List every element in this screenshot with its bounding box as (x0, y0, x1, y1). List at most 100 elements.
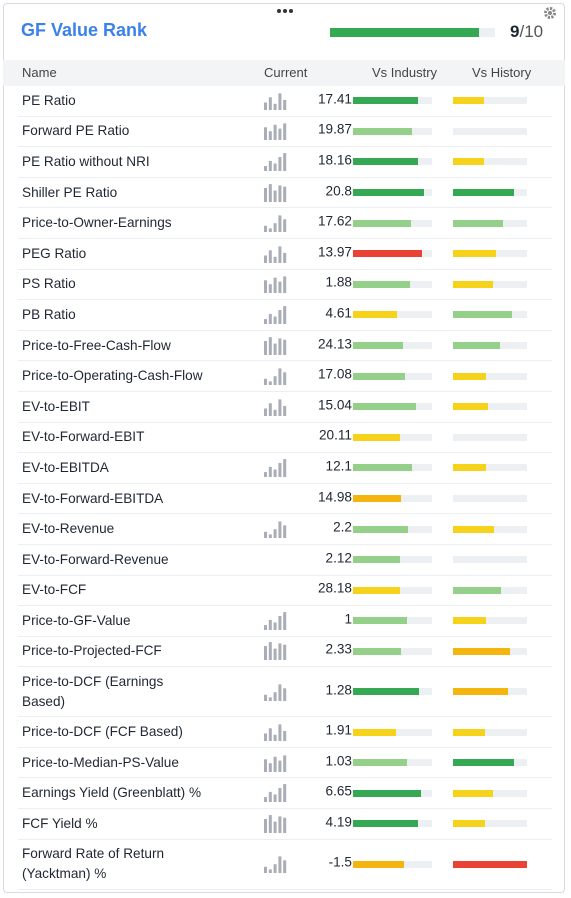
rank-fill (353, 728, 396, 736)
rank-fill (453, 647, 510, 655)
rank-fill (453, 372, 487, 380)
mini-chart-icon[interactable] (264, 336, 288, 355)
mini-chart-icon[interactable] (264, 459, 288, 477)
rank-fill (453, 311, 513, 319)
table-body: PE Ratio 17.41 Forward PE Ratio 19.87 PE Rat… (0, 86, 571, 890)
metric-name: Price-to-Operating-Cash-Flow (22, 368, 203, 384)
rank-track (453, 433, 527, 441)
rank-fill (353, 860, 405, 868)
mini-chart-icon[interactable] (264, 153, 288, 171)
table-row: Price-to-Free-Cash-Flow 24.13 (18, 331, 552, 362)
current-value: 20.8 (325, 183, 352, 199)
table-row: EV-to-EBIT 15.04 (18, 392, 552, 423)
rank-fill (330, 28, 479, 37)
rank-fill (353, 127, 413, 135)
metric-name: Forward PE Ratio (22, 123, 130, 139)
metric-name: Price-to-Projected-FCF (22, 643, 162, 659)
rank-track (353, 586, 432, 594)
metric-name: EV-to-EBIT (22, 398, 90, 414)
rank-fill (353, 97, 418, 105)
table-row: EV-to-Forward-EBITDA 14.98 (18, 484, 552, 515)
rank-track (453, 97, 527, 105)
metric-name: Price-to-DCF (FCF Based) (22, 724, 183, 740)
rank-fill (353, 525, 409, 533)
rank-track (453, 647, 527, 655)
metric-name: Shiller PE Ratio (22, 184, 118, 200)
mini-chart-icon[interactable] (264, 611, 288, 630)
table-row: PS Ratio 1.88 (18, 270, 552, 301)
rank-track (353, 250, 432, 258)
rank-track (353, 189, 432, 197)
rank-fill (353, 342, 403, 350)
table-row: EV-to-FCF 28.18 (18, 576, 552, 607)
mini-chart-icon[interactable] (264, 245, 288, 263)
rank: 9 (510, 22, 520, 41)
column-header: Vs Industry (372, 65, 438, 80)
mini-chart-icon[interactable] (264, 398, 288, 416)
mini-chart-icon[interactable] (264, 723, 288, 742)
mini-chart-icon[interactable] (264, 642, 288, 661)
rank-fill (353, 820, 418, 828)
mini-chart-icon[interactable] (264, 122, 288, 141)
table-row: Price-to-DCF (Earnings Based) 1.28 (18, 667, 552, 718)
rank-track (353, 97, 432, 105)
rank-fill (453, 728, 485, 736)
metric-name: EV-to-Revenue (22, 521, 115, 537)
rank-track (453, 189, 527, 197)
column-header: Vs History (472, 65, 532, 80)
mini-chart-icon[interactable] (264, 520, 288, 539)
mini-chart-icon[interactable] (264, 784, 288, 803)
title: GF Value Rank (21, 20, 148, 40)
rank-fill (353, 495, 402, 503)
rank-fill (353, 250, 422, 258)
table-row: PE Ratio without NRI 18.16 (18, 147, 552, 178)
rank-track (353, 433, 432, 441)
rank-track (353, 759, 432, 767)
rank-track (353, 525, 432, 533)
rank-fill (353, 158, 418, 166)
table-row: EV-to-Forward-Revenue 2.12 (18, 545, 552, 576)
rank-of: /10 (519, 22, 544, 41)
mini-chart-icon[interactable] (264, 275, 288, 294)
mini-chart-icon[interactable] (264, 92, 288, 110)
metric-name: Earnings Yield (Greenblatt) % (22, 785, 202, 801)
rank-fill (353, 433, 400, 441)
rank-fill (353, 789, 421, 797)
more-icon[interactable] (275, 7, 295, 15)
rank-fill (453, 250, 496, 258)
mini-chart-icon[interactable] (264, 855, 288, 874)
rank-track (453, 617, 527, 625)
rank-fill (453, 586, 502, 594)
rank-track (453, 219, 527, 227)
card (3, 3, 565, 893)
current-value: 1.88 (325, 275, 352, 291)
rank-fill (353, 688, 420, 696)
rank-track (353, 403, 432, 411)
rank-fill (353, 556, 400, 564)
rank-track (353, 464, 432, 472)
rank-track (353, 495, 432, 503)
mini-chart-icon[interactable] (264, 183, 288, 202)
table-row: Forward Rate of Return (Yacktman) % -1.5 (18, 840, 552, 890)
rank-track (453, 280, 527, 288)
rank-fill (453, 403, 488, 411)
rank-track (353, 342, 432, 350)
mini-chart-icon[interactable] (264, 814, 288, 833)
column-header: Name (22, 65, 57, 80)
rank-fill (453, 342, 501, 350)
rank-fill (453, 280, 493, 288)
current-value: 1.03 (325, 753, 352, 769)
settings-icon[interactable] (543, 6, 557, 20)
rank-track (353, 372, 432, 380)
mini-chart-icon[interactable] (264, 214, 288, 233)
rank-fill (453, 97, 485, 105)
current-value: 15.04 (317, 397, 352, 413)
mini-chart-icon[interactable] (264, 683, 288, 701)
mini-chart-icon[interactable] (264, 306, 288, 324)
rank-track (353, 728, 432, 736)
rank-fill (353, 280, 410, 288)
mini-chart-icon[interactable] (264, 367, 288, 386)
metric-name: PEG Ratio (22, 245, 87, 261)
mini-chart-icon[interactable] (264, 754, 288, 772)
current-value: 12.1 (325, 458, 352, 474)
